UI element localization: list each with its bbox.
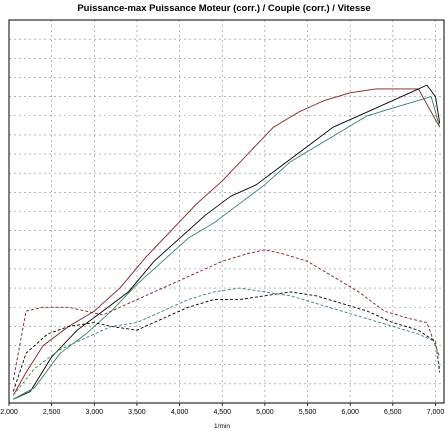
series-line-2: [13, 84, 441, 400]
x-tick-label-3: 3,500: [128, 409, 146, 416]
x-tick-label-10: 7,000: [427, 409, 445, 416]
series-group: [12, 84, 441, 400]
series-line-6: [12, 287, 441, 396]
x-tick-label-4: 4,000: [171, 409, 189, 416]
x-axis: 2,000 2,500 3,000 3,500 4,000 4,500 5,000 5,500…: [0, 403, 444, 416]
x-axis-label: 1/min: [214, 423, 230, 430]
x-tick-label-6: 5,000: [256, 409, 274, 416]
series-line-4: [12, 249, 441, 381]
x-tick-label-7: 5,500: [299, 409, 317, 416]
plot-frame: [8, 19, 445, 404]
x-tick-label-8: 6,000: [341, 409, 359, 416]
x-tick-label-1: 2,500: [43, 409, 61, 416]
series-line-3: [13, 96, 441, 400]
chart-title: Puissance-max Puissance Moteur (corr.) /…: [77, 3, 370, 14]
series-line-5: [12, 291, 441, 392]
x-tick-label-2: 3,000: [86, 409, 104, 416]
x-tick-label-0: 2,000: [0, 409, 18, 416]
x-tick-label-5: 4,500: [213, 409, 231, 416]
series-line-1: [12, 88, 441, 396]
grid: [8, 19, 444, 403]
x-tick-label-9: 6,500: [384, 409, 402, 416]
